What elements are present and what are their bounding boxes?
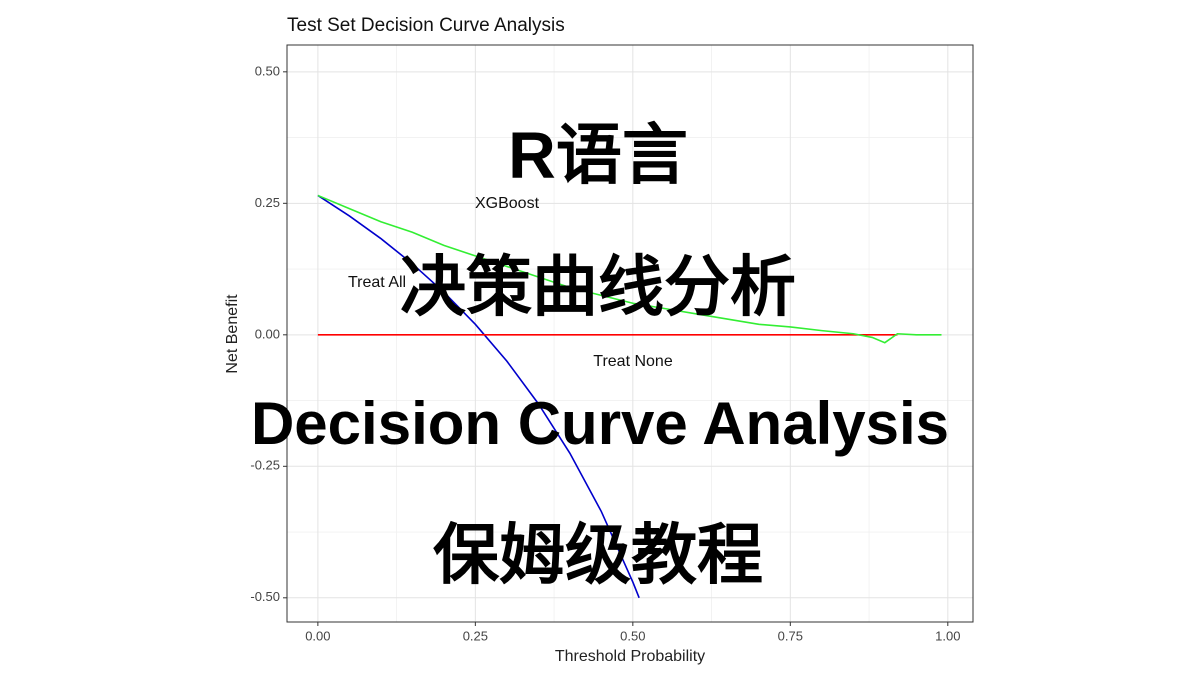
y-tick-label: -0.50 <box>250 589 280 604</box>
series-label: Treat None <box>593 353 673 370</box>
y-tick-label: 0.50 <box>255 63 280 78</box>
x-tick-label: 0.50 <box>620 628 645 643</box>
overlay-text: 决策曲线分析 <box>400 249 796 323</box>
series-label: Treat All <box>348 274 406 291</box>
line-0 <box>317 194 640 599</box>
y-tick-label: 0.25 <box>255 195 280 210</box>
y-tick-label: -0.25 <box>250 458 280 473</box>
plot-border <box>286 44 974 623</box>
x-tick-label: 0.00 <box>305 628 330 643</box>
overlay-text: 保姆级教程 <box>433 517 763 591</box>
x-tick-label: 0.75 <box>778 628 803 643</box>
line-2 <box>317 194 942 344</box>
x-axis-label: Threshold Probability <box>555 648 705 665</box>
chart-title: Test Set Decision Curve Analysis <box>287 15 565 36</box>
x-tick-label: 0.25 <box>463 628 488 643</box>
x-tick-label: 1.00 <box>935 628 960 643</box>
y-axis-label: Net Benefit <box>224 294 241 374</box>
series-label: XGBoost <box>475 195 540 212</box>
y-tick-label: 0.00 <box>255 326 280 341</box>
overlay-text: Decision Curve Analysis <box>251 390 949 457</box>
overlay-text: R语言 <box>508 117 688 191</box>
